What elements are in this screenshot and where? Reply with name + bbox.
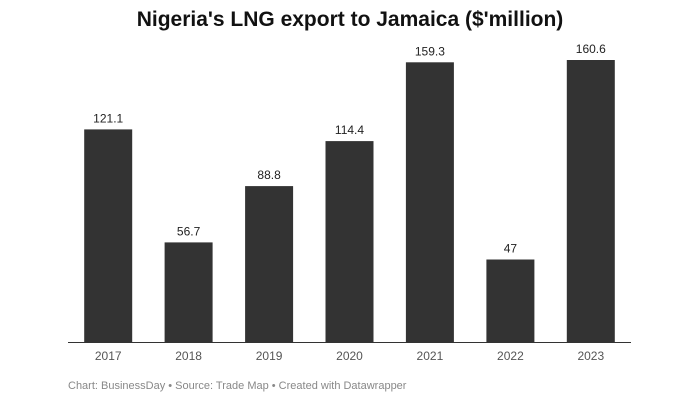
x-tick-label-2020: 2020 xyxy=(336,349,363,363)
x-tick-label-2018: 2018 xyxy=(175,349,202,363)
value-label-2019: 88.8 xyxy=(257,168,281,182)
value-label-2022: 47 xyxy=(504,242,518,256)
value-label-2023: 160.6 xyxy=(576,42,606,56)
value-label-2020: 114.4 xyxy=(335,123,364,137)
x-tick-label-2023: 2023 xyxy=(577,349,604,363)
value-label-2018: 56.7 xyxy=(177,224,201,238)
bar-2021 xyxy=(405,62,454,343)
bar-2017 xyxy=(84,129,133,342)
x-tick-label-2017: 2017 xyxy=(95,349,122,363)
bar-2019 xyxy=(245,186,294,342)
x-tick-label-2022: 2022 xyxy=(497,349,524,363)
bar-2022 xyxy=(486,259,535,342)
bar-2018 xyxy=(164,242,213,342)
bars-group xyxy=(84,60,615,343)
value-label-2021: 159.3 xyxy=(415,44,445,58)
value-labels-group: 121.1 56.7 88.8 114.4 159.3 47 160.6 xyxy=(93,42,606,256)
chart-title: Nigeria's LNG export to Jamaica ($'milli… xyxy=(136,8,564,31)
x-tick-labels-group: 2017 2018 2019 2020 2021 2022 2023 xyxy=(95,349,605,363)
x-tick-label-2019: 2019 xyxy=(256,349,283,363)
value-label-2017: 121.1 xyxy=(93,111,123,125)
x-tick-label-2021: 2021 xyxy=(417,349,444,363)
bar-2020 xyxy=(325,141,374,342)
bar-2023 xyxy=(566,60,615,342)
source-note: Chart: BusinessDay • Source: Trade Map •… xyxy=(68,380,407,392)
